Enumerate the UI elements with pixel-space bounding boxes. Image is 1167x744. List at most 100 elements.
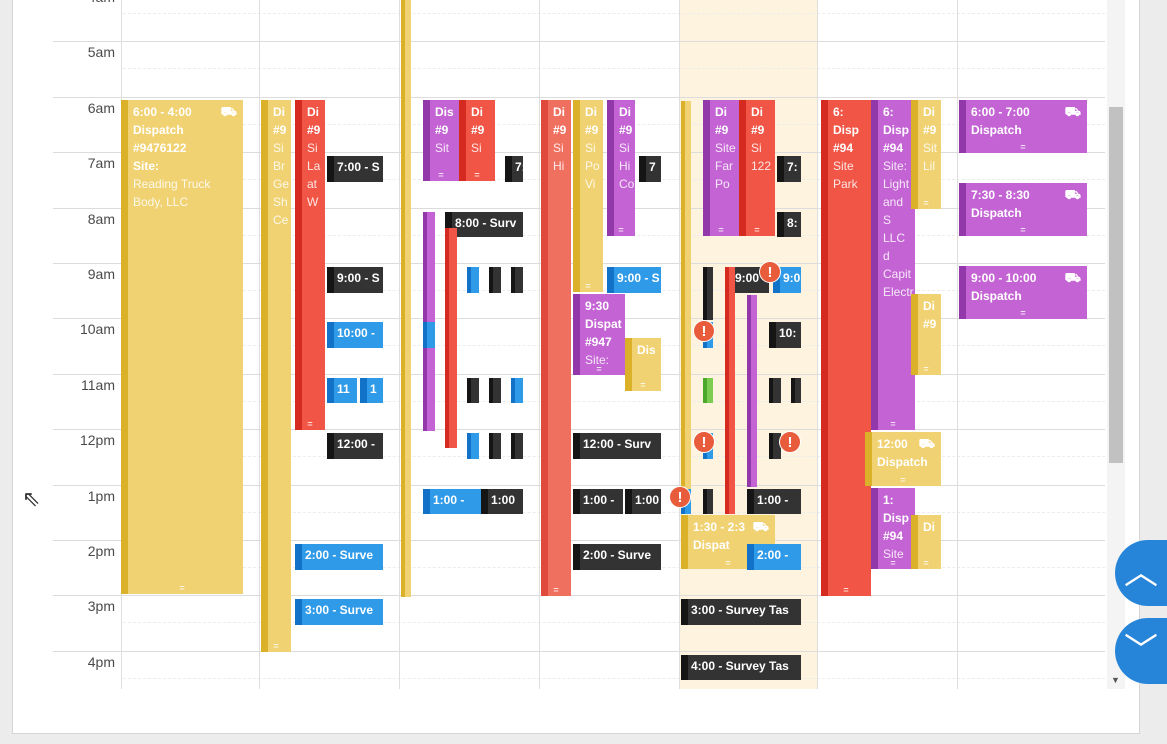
vertical-scrollbar[interactable]: ▼ [1107,0,1125,689]
resize-handle[interactable]: = [179,582,185,593]
resize-handle[interactable]: = [1020,142,1026,153]
resize-handle[interactable]: = [843,585,849,596]
dispatch-event[interactable]: Di #9 Sit Lil = [911,99,941,209]
event-strip[interactable] [511,433,523,459]
scroll-up-button[interactable]: ︿ [1115,540,1167,606]
event-strip[interactable] [467,267,479,293]
survey-task-event[interactable]: 10: [769,322,801,349]
dispatch-event[interactable]: 6:00 - 7:00 Dispatch ⛟ = [959,99,1087,154]
survey-task-event[interactable]: 1:00 [481,488,523,515]
dispatch-event[interactable]: Di #9 Si 122 = [739,99,775,237]
survey-task-event[interactable]: 8: [777,211,801,238]
warning-icon[interactable]: ! [779,431,801,453]
resize-handle[interactable]: = [1020,225,1026,236]
resize-handle[interactable]: = [890,557,896,568]
dispatch-event[interactable]: 12:00 Dispatch ⛟ = [865,432,941,486]
dispatch-event[interactable]: Di #9 Si La at W = [295,99,325,431]
dispatch-event[interactable]: Di #9 Si Hi Co = [607,99,635,237]
event-strip[interactable] [423,211,435,432]
resize-handle[interactable]: = [474,169,480,180]
scroll-down-button[interactable]: ﹀ [1115,618,1167,684]
survey-task-event[interactable]: 1:00 [625,488,661,515]
resize-handle[interactable]: = [900,474,906,485]
dispatch-event[interactable]: 9:30 Dispat #947 Site: = [573,293,625,375]
scroll-down-arrow-icon[interactable]: ▼ [1111,675,1120,685]
dispatch-event[interactable]: Di #9 Si Hi = [541,99,571,597]
survey-task-event[interactable]: 3:00 - Survey Tas [681,599,801,626]
scrollbar-thumb[interactable] [1109,107,1123,463]
resize-handle[interactable]: = [273,640,279,651]
dispatch-event[interactable]: Dis #9 Sit = [423,99,459,181]
resize-handle[interactable]: = [585,280,591,291]
event-strip[interactable] [467,377,479,404]
event-strip[interactable] [467,433,479,459]
resize-handle[interactable]: = [718,225,724,236]
resize-handle[interactable]: = [923,197,929,208]
dispatch-event[interactable]: Di #9 Si = [459,99,495,181]
dispatch-event[interactable]: 7:30 - 8:30 Dispatch ⛟ = [959,182,1087,237]
event-strip[interactable] [703,488,713,515]
survey-task-event[interactable]: 9:00 - S [327,267,383,293]
dispatch-event[interactable]: Di #9 Si Br Ge Sh Ce = [261,99,291,652]
event-strip[interactable] [489,433,501,459]
survey-task-event[interactable]: 7: [777,156,801,182]
resize-handle[interactable]: = [890,419,896,430]
event-strip[interactable] [703,377,713,404]
resize-handle[interactable]: = [438,169,444,180]
event-strip[interactable] [769,377,781,404]
resize-handle[interactable]: = [725,557,731,568]
resize-handle[interactable]: = [618,225,624,236]
event-strip[interactable] [489,377,501,404]
survey-task-event[interactable]: 2:00 - Surve [295,544,383,570]
survey-task-event[interactable]: 4:00 - Survey Tas [681,654,801,681]
survey-task-event[interactable]: 12:00 - [327,433,383,459]
survey-task-event[interactable]: 8:00 - Surv [445,211,523,238]
resize-handle[interactable]: = [1020,308,1026,319]
survey-task-event[interactable]: 3:00 - Surve [295,599,383,626]
warning-icon[interactable]: ! [669,486,691,508]
event-strip[interactable] [747,294,757,487]
survey-task-event[interactable]: 1:00 - [573,488,623,515]
survey-task-event[interactable]: 2:00 - [747,544,801,570]
event-strip[interactable] [489,267,501,293]
event-strip[interactable] [511,267,523,293]
dispatch-event[interactable]: 9:00 - 10:00 Dispatch ⛟ = [959,266,1087,320]
dispatch-event[interactable]: Di #9 Si Po Vi = [573,99,603,292]
event-strip[interactable] [401,0,411,598]
survey-task-event[interactable]: 1:00 - [747,488,801,515]
event-strip[interactable] [681,100,691,515]
survey-task-event[interactable]: 1:00 - [423,488,481,515]
survey-task-event[interactable]: 7:00 - S [327,156,383,182]
event-strip[interactable] [725,267,735,515]
survey-task-event[interactable]: 7 [639,156,661,182]
warning-icon[interactable]: ! [693,431,715,453]
resize-handle[interactable]: = [640,380,646,391]
warning-icon[interactable]: ! [759,261,781,283]
dispatch-event[interactable]: 6: Disp #94 Site Park = [821,99,871,597]
dispatch-event[interactable]: Dis = [625,338,661,392]
survey-task-event[interactable]: 12:00 - Surv [573,433,661,459]
warning-icon[interactable]: ! [693,320,715,342]
dispatch-event[interactable]: Di #9 Site Far Po = [703,99,739,237]
event-strip[interactable] [511,377,523,404]
dispatch-event[interactable]: 6: Disp #94 Site: Light and S LLC d Capit El… [871,99,915,431]
resize-handle[interactable]: = [307,419,313,430]
survey-task-event[interactable]: 7: [505,156,523,182]
dispatch-event[interactable]: 6:00 - 4:00 Dispatch #9476122 Site: Reading … [121,99,243,594]
dispatch-event[interactable]: 1: Disp #94 Site = [871,487,915,569]
event-strip[interactable] [445,228,457,448]
survey-task-event[interactable]: 11 [327,377,357,404]
resize-handle[interactable]: = [923,557,929,568]
resize-handle[interactable]: = [754,225,760,236]
event-strip[interactable] [791,377,801,404]
event-strip[interactable] [769,433,781,459]
dispatch-event[interactable]: Di = [911,515,941,569]
survey-task-event[interactable]: 2:00 - Surve [573,544,661,570]
resize-handle[interactable]: = [596,363,602,374]
resize-handle[interactable]: = [553,585,559,596]
dispatch-event[interactable]: Di #9 = [911,293,941,375]
dispatch-event[interactable]: 1:30 - 2:3 Dispat ⛟ = [681,515,775,569]
event-strip[interactable] [703,267,713,321]
resize-handle[interactable]: = [923,363,929,374]
survey-task-event[interactable]: 1 [360,377,383,404]
